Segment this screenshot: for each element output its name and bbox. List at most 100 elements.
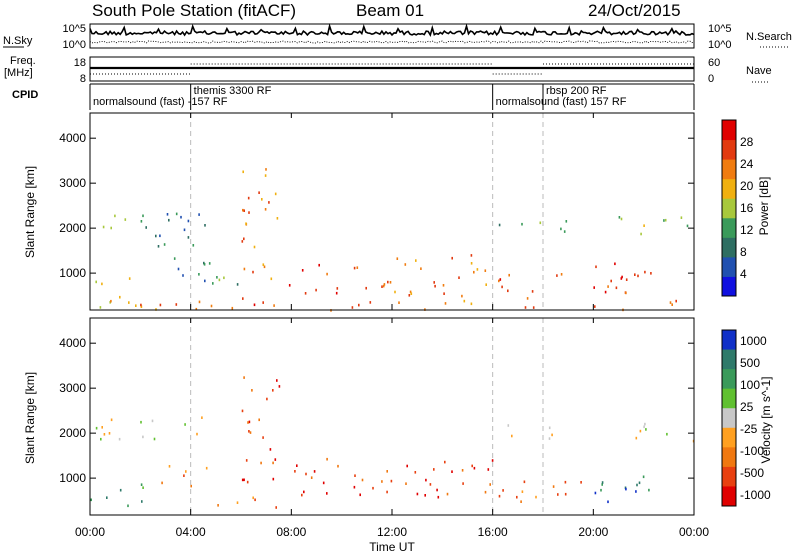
power-yticks: 1000 2000 3000 4000 bbox=[59, 131, 694, 280]
range-cell bbox=[142, 486, 144, 489]
range-cell bbox=[268, 201, 270, 204]
nsearch-tick-high: 10^5 bbox=[708, 23, 732, 35]
range-cell bbox=[249, 431, 252, 434]
velocity-cbar-tick: 25 bbox=[740, 400, 754, 414]
velocity-cbar-tick: -100 bbox=[740, 444, 764, 458]
range-cell bbox=[253, 303, 256, 307]
range-cell bbox=[128, 277, 131, 280]
range-cell bbox=[305, 472, 307, 476]
range-cell bbox=[262, 301, 264, 304]
range-cell bbox=[254, 498, 256, 502]
range-cell bbox=[473, 466, 476, 470]
range-cell bbox=[557, 493, 559, 496]
velocity-cbar-band bbox=[722, 369, 736, 390]
range-cell bbox=[437, 495, 440, 499]
range-cell bbox=[101, 282, 103, 286]
range-cell bbox=[245, 222, 247, 225]
ytick-label: 1000 bbox=[59, 266, 86, 280]
range-cell bbox=[686, 224, 689, 228]
range-cell bbox=[604, 290, 607, 294]
range-cell bbox=[389, 281, 392, 284]
range-cell bbox=[270, 277, 273, 281]
range-cell bbox=[444, 460, 446, 464]
range-cell bbox=[532, 306, 535, 309]
power-cbar-band bbox=[722, 237, 736, 258]
range-cell bbox=[119, 295, 121, 299]
range-cell bbox=[451, 470, 453, 473]
range-cell bbox=[264, 208, 267, 211]
nsky-tick-high: 10^5 bbox=[62, 23, 86, 35]
nsearch-trace bbox=[89, 40, 695, 44]
range-cell bbox=[420, 267, 422, 270]
range-cell bbox=[187, 219, 190, 223]
range-cell bbox=[424, 494, 426, 497]
range-cell bbox=[580, 481, 582, 484]
range-cell bbox=[106, 496, 108, 499]
range-cell bbox=[620, 277, 623, 280]
range-cell bbox=[183, 228, 186, 232]
nave-label: Nave bbox=[746, 65, 772, 77]
range-cell bbox=[159, 303, 162, 307]
velocity-cbar-label: Velocity [m s^-1] bbox=[759, 377, 773, 464]
range-cell bbox=[161, 481, 163, 485]
range-cell bbox=[241, 409, 244, 413]
range-cell bbox=[288, 284, 291, 287]
range-cell bbox=[212, 282, 214, 285]
range-cell bbox=[301, 493, 303, 497]
ytick-label: 2000 bbox=[59, 426, 86, 440]
range-cell bbox=[636, 483, 638, 487]
range-cell bbox=[110, 299, 112, 303]
range-cell bbox=[168, 465, 171, 468]
range-cell bbox=[372, 486, 374, 490]
velocity-yticks: 1000 2000 3000 4000 bbox=[59, 336, 694, 485]
power-cbar-label: Power [dB] bbox=[757, 177, 771, 236]
range-cell bbox=[648, 488, 650, 492]
range-cell bbox=[236, 283, 239, 286]
range-cell bbox=[383, 283, 386, 286]
range-cell bbox=[634, 273, 636, 276]
range-cell bbox=[272, 461, 274, 465]
range-cell bbox=[552, 485, 555, 488]
range-cell bbox=[266, 397, 268, 401]
range-cell bbox=[381, 480, 383, 483]
velocity-frame bbox=[89, 317, 695, 516]
range-cell bbox=[639, 429, 642, 433]
range-cell bbox=[294, 470, 296, 473]
xtick-label: 08:00 bbox=[276, 525, 306, 539]
range-cell bbox=[625, 278, 628, 281]
power-cbar-tick: 8 bbox=[740, 245, 747, 259]
range-cell bbox=[140, 483, 143, 486]
freq-traces bbox=[90, 63, 694, 75]
range-cell bbox=[248, 420, 251, 424]
range-cell bbox=[484, 490, 487, 494]
range-cell bbox=[610, 279, 612, 283]
range-cell bbox=[276, 217, 279, 220]
nsearch-label: N.Search bbox=[746, 31, 792, 43]
range-cell bbox=[210, 304, 213, 308]
range-cell bbox=[524, 306, 527, 309]
range-cell bbox=[269, 448, 272, 451]
range-cell bbox=[203, 263, 206, 266]
range-cell bbox=[523, 480, 526, 484]
range-cell bbox=[198, 213, 200, 216]
range-cell bbox=[248, 430, 250, 433]
nsky-label: N.Sky bbox=[3, 35, 33, 47]
range-cell bbox=[315, 288, 317, 292]
velocity-cbar-tick: 1000 bbox=[740, 334, 767, 348]
range-cell bbox=[645, 428, 647, 431]
power-cbar-frame bbox=[721, 119, 737, 297]
velocity-cbar-band bbox=[722, 466, 736, 487]
range-cell bbox=[501, 285, 503, 289]
range-cell bbox=[637, 274, 639, 278]
range-cell bbox=[251, 389, 253, 392]
range-cell bbox=[463, 299, 466, 303]
range-cell bbox=[405, 482, 407, 485]
velocity-cbar-frame bbox=[721, 329, 737, 507]
range-cell bbox=[326, 272, 328, 276]
range-cell bbox=[141, 500, 143, 503]
range-cell bbox=[101, 426, 103, 429]
range-cell bbox=[322, 481, 325, 485]
range-cell bbox=[406, 464, 408, 468]
range-cell bbox=[301, 269, 304, 272]
range-cell bbox=[159, 234, 161, 238]
